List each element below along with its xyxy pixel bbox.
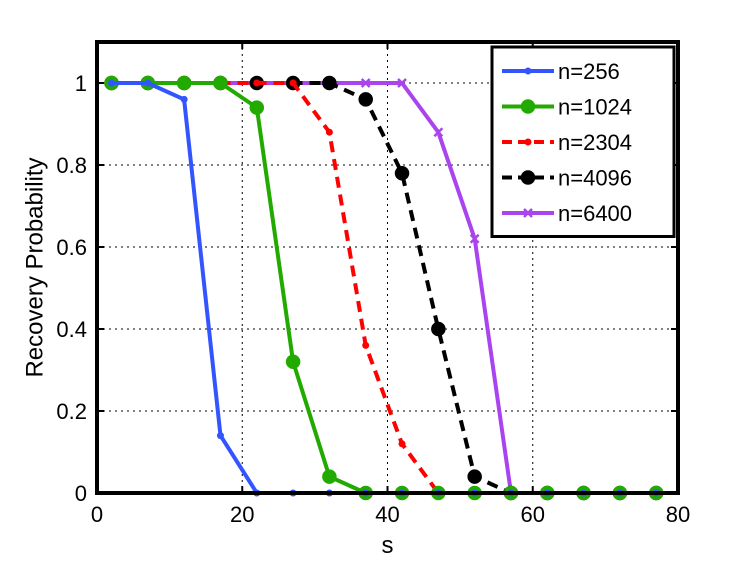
data-point-n-2304 bbox=[325, 128, 333, 136]
data-point-n-1024 bbox=[285, 354, 301, 370]
data-point-n-1024 bbox=[213, 75, 228, 91]
data-point-n-4096 bbox=[322, 75, 337, 91]
data-point-n-1024 bbox=[322, 469, 337, 484]
legend-label: n=4096 bbox=[558, 166, 632, 191]
data-point-n-4096 bbox=[358, 92, 373, 107]
data-point-n-4096 bbox=[467, 469, 482, 484]
legend-entry: n=1024 bbox=[502, 95, 632, 120]
x-tick-label: 0 bbox=[91, 502, 103, 527]
x-tick-label: 80 bbox=[666, 502, 690, 527]
x-axis-label: s bbox=[382, 532, 394, 559]
data-point-n-2304 bbox=[362, 341, 370, 349]
y-tick-label: 0.2 bbox=[56, 399, 87, 424]
data-point-n-6400 bbox=[360, 78, 371, 88]
data-point-n-2304 bbox=[398, 440, 406, 448]
y-tick-label: 0 bbox=[75, 481, 87, 506]
y-tick-label: 0.8 bbox=[56, 153, 87, 178]
data-point-n-256 bbox=[108, 79, 116, 87]
data-point-n-1024 bbox=[249, 100, 265, 115]
legend: n=256 n=1024 n=2304 n=4096 n=6400 bbox=[490, 45, 676, 238]
data-point-n-1024 bbox=[520, 99, 536, 114]
legend-label: n=2304 bbox=[558, 130, 632, 155]
legend-entry: n=6400 bbox=[502, 201, 632, 226]
legend-label: n=1024 bbox=[558, 95, 632, 120]
legend-label: n=6400 bbox=[558, 201, 632, 226]
y-tick-label: 1 bbox=[75, 71, 87, 96]
data-point-n-6400 bbox=[397, 78, 407, 88]
y-tick-label: 0.6 bbox=[56, 235, 87, 260]
x-tick-label: 20 bbox=[230, 502, 254, 527]
tick-group: 0 20 40 60 80 0 0.2 0.4 0.6 0.8 1 bbox=[56, 42, 690, 527]
legend-entry: n=2304 bbox=[502, 130, 632, 155]
data-point-n-256 bbox=[180, 95, 188, 103]
data-point-n-4096 bbox=[394, 165, 410, 181]
data-point-n-4096 bbox=[431, 321, 446, 337]
x-tick-label: 40 bbox=[375, 502, 399, 527]
data-point-n-256 bbox=[144, 79, 152, 87]
data-point-n-2304 bbox=[289, 79, 297, 87]
data-point-n-4096 bbox=[520, 170, 536, 185]
x-tick-label: 60 bbox=[521, 502, 545, 527]
data-point-n-6400 bbox=[523, 208, 533, 218]
data-point-n-256 bbox=[216, 432, 224, 440]
y-tick-label: 0.4 bbox=[56, 317, 87, 342]
data-point-n-2304 bbox=[524, 138, 532, 146]
data-point-n-256 bbox=[524, 67, 532, 75]
data-point-n-2304 bbox=[253, 79, 261, 87]
data-point-n-6400 bbox=[469, 233, 480, 244]
data-point-n-1024 bbox=[176, 75, 192, 91]
y-axis-label: Recovery Probability bbox=[21, 157, 48, 377]
legend-entry: n=4096 bbox=[502, 166, 632, 191]
data-point-n-6400 bbox=[433, 127, 444, 138]
legend-entry: n=256 bbox=[502, 59, 620, 84]
legend-label: n=256 bbox=[558, 59, 620, 84]
